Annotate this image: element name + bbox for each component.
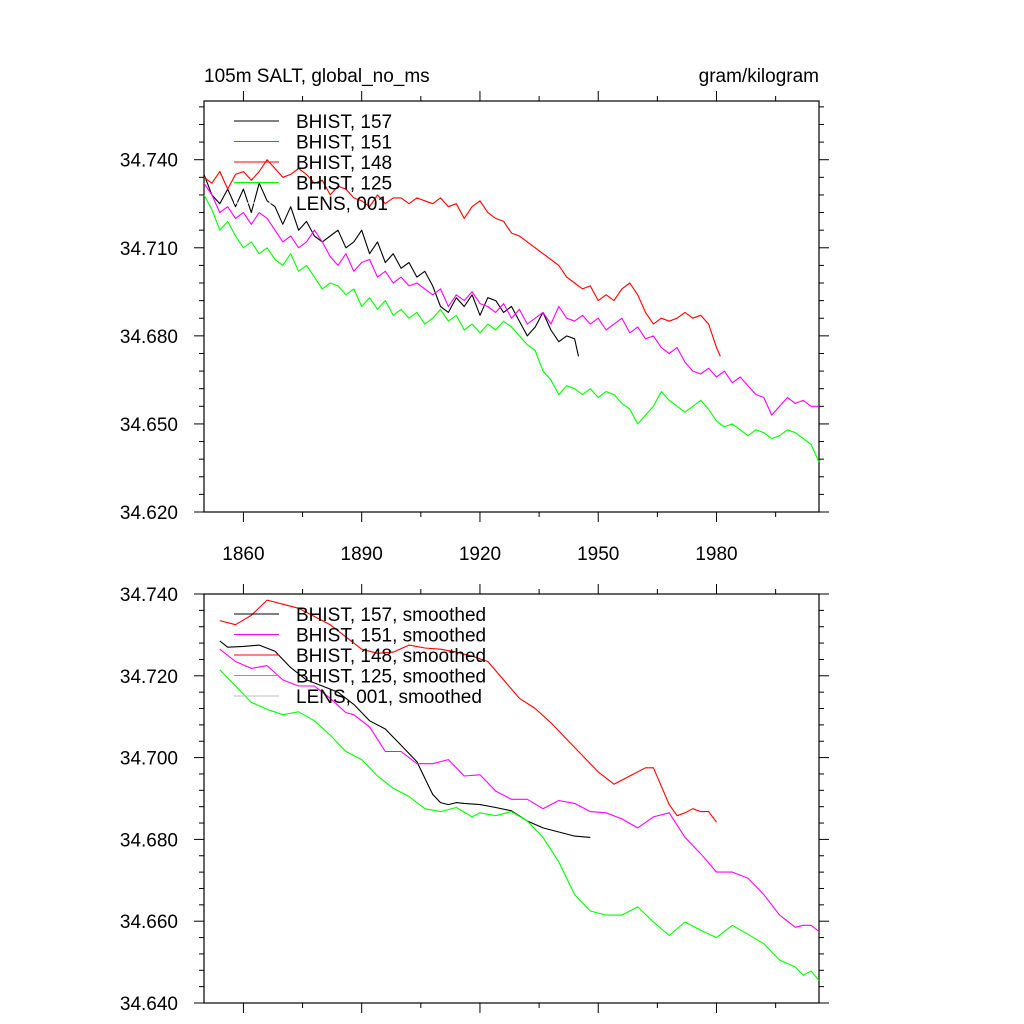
y-tick-label: 34.680 bbox=[120, 830, 178, 851]
plot-frame bbox=[203, 593, 820, 1004]
legend-label: LENS, 001, smoothed bbox=[296, 687, 482, 708]
y-tick-label: 34.680 bbox=[120, 327, 178, 348]
legend-label: BHIST, 151, smoothed bbox=[296, 626, 486, 647]
legend-label: BHIST, 125, smoothed bbox=[296, 667, 486, 688]
bottom-panel: 34.640 34.660 34.680 34.700 34.720 34.740 BHIS… bbox=[120, 584, 829, 1015]
y-tick-label: 34.620 bbox=[120, 503, 178, 524]
plot-frame bbox=[203, 100, 820, 513]
series-line bbox=[219, 669, 820, 981]
title-right: gram/kilogram bbox=[699, 66, 819, 87]
x-tick-label: 1890 bbox=[341, 544, 383, 565]
y-tick-label: 34.660 bbox=[120, 912, 178, 933]
series-line bbox=[203, 194, 820, 463]
x-tick-label: 1860 bbox=[222, 544, 264, 565]
series-line bbox=[219, 599, 717, 823]
legend-label: BHIST, 151 bbox=[296, 133, 392, 154]
y-tick-label: 34.700 bbox=[120, 749, 178, 770]
top-panel: 1860 1890 1920 1950 1980 34.620 34.650 34.680 34… bbox=[120, 91, 829, 565]
legend-label: BHIST, 157 bbox=[296, 112, 392, 133]
legend-label: BHIST, 157, smoothed bbox=[296, 605, 486, 626]
x-tick-label: 1950 bbox=[577, 544, 619, 565]
legend-label: BHIST, 148, smoothed bbox=[296, 646, 486, 667]
series-line bbox=[203, 182, 819, 416]
x-tick-label: 1980 bbox=[695, 544, 737, 565]
y-tick-label: 34.710 bbox=[120, 239, 178, 260]
y-tick-label: 34.740 bbox=[120, 151, 178, 172]
y-tick-label: 34.740 bbox=[120, 585, 178, 606]
legend-label: BHIST, 148 bbox=[296, 153, 392, 174]
legend-label: BHIST, 125 bbox=[296, 174, 392, 195]
y-tick-label: 34.720 bbox=[120, 667, 178, 688]
title-left: 105m SALT, global_no_ms bbox=[204, 66, 430, 87]
y-tick-label: 34.650 bbox=[120, 415, 178, 436]
series-line bbox=[203, 159, 721, 357]
legend-label: LENS, 001 bbox=[296, 194, 388, 215]
series-line bbox=[219, 648, 820, 932]
y-tick-label: 34.640 bbox=[120, 994, 178, 1015]
series-line bbox=[203, 174, 580, 357]
x-tick-label: 1920 bbox=[459, 544, 501, 565]
